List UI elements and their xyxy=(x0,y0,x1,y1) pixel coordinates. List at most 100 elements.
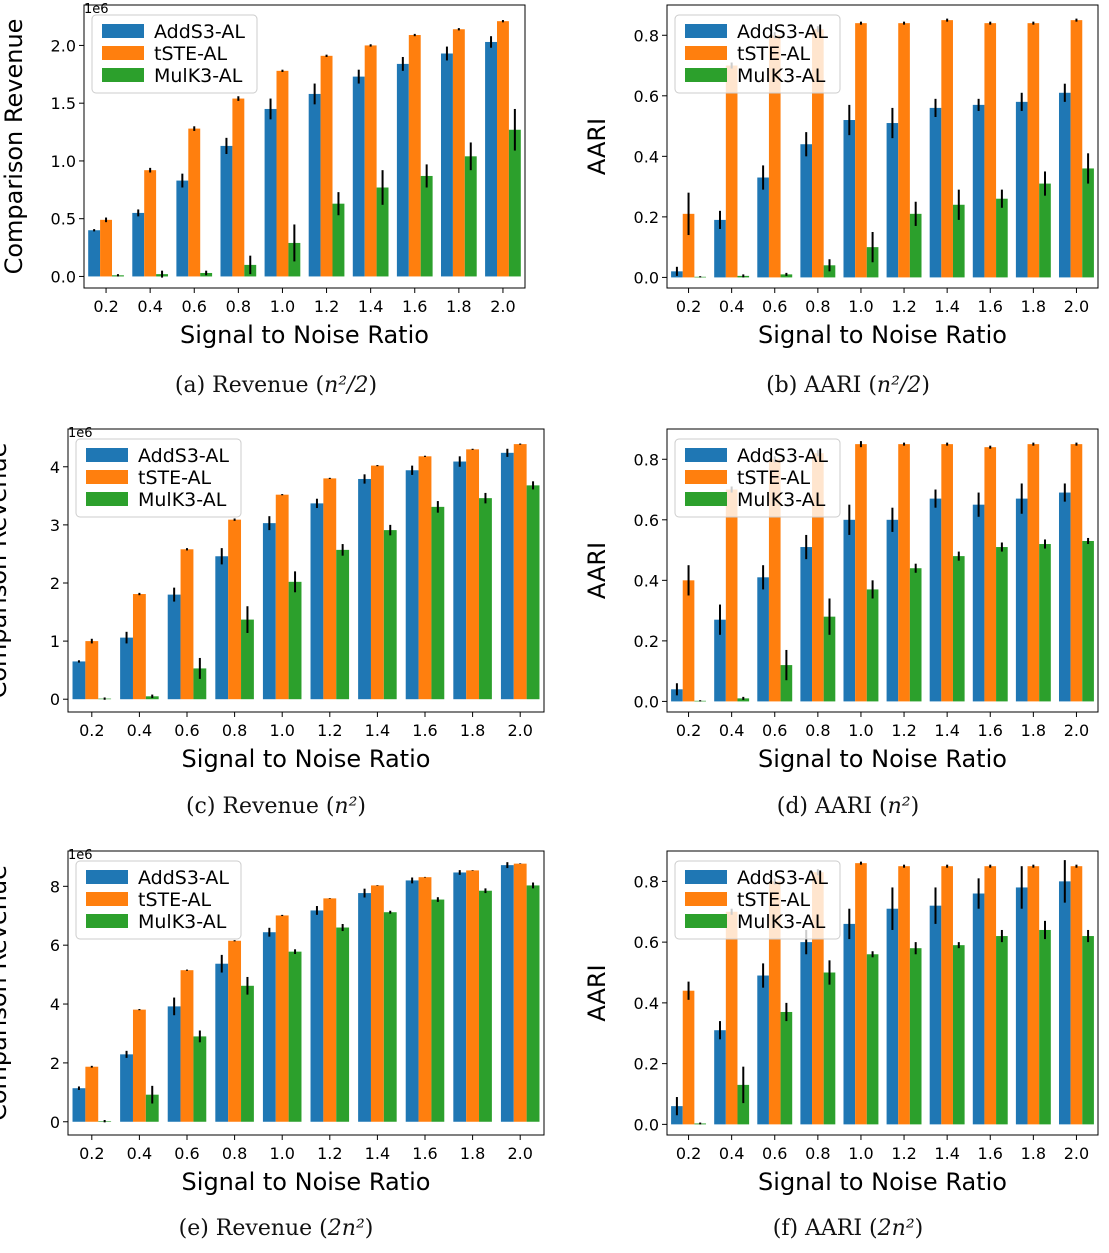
bar xyxy=(855,23,867,278)
bar xyxy=(418,456,432,700)
bar xyxy=(336,927,350,1122)
plot-frame xyxy=(666,428,1099,713)
x-tick-label: 1.0 xyxy=(848,1144,873,1163)
y-axis-label: AARI xyxy=(583,118,611,175)
legend-swatch xyxy=(685,46,727,60)
bar xyxy=(757,577,769,702)
x-tick-label: 1.2 xyxy=(891,297,916,316)
bar xyxy=(866,954,879,1125)
bar xyxy=(132,594,146,700)
y-axis-label: Comparison Revenue xyxy=(0,443,12,699)
bar xyxy=(800,942,813,1125)
x-tick-label: 1.2 xyxy=(317,721,342,740)
bar xyxy=(513,444,527,700)
x-axis-label: Signal to Noise Ratio xyxy=(180,321,429,349)
y-tick-label: 1.5 xyxy=(51,94,76,113)
x-tick-label: 1.6 xyxy=(978,721,1003,740)
bar xyxy=(167,594,181,700)
x-tick-label: 1.6 xyxy=(402,297,427,316)
y-tick-label: 0.8 xyxy=(634,450,659,469)
bar xyxy=(929,107,942,278)
caption-prefix: (e) Revenue ( xyxy=(179,1216,328,1241)
legend-label: AddS3-AL xyxy=(737,867,828,889)
legend-label: AddS3-AL xyxy=(138,445,229,467)
x-tick-label: 0.4 xyxy=(127,721,152,740)
x-tick-label: 2.0 xyxy=(1064,297,1089,316)
bar xyxy=(898,444,910,702)
bar xyxy=(1039,929,1051,1125)
bar xyxy=(167,1006,181,1122)
bar xyxy=(132,1009,146,1122)
x-axis-label: Signal to Noise Ratio xyxy=(758,745,1007,773)
bar xyxy=(408,35,421,277)
bar xyxy=(383,530,397,700)
bar xyxy=(972,504,985,702)
bar xyxy=(737,1084,750,1125)
y-tick-label: 1 xyxy=(50,632,60,651)
bar xyxy=(364,45,377,277)
bar xyxy=(358,478,371,700)
bar xyxy=(308,93,321,277)
y-tick-label: 0.0 xyxy=(51,267,76,286)
x-tick-label: 1.0 xyxy=(269,1144,294,1163)
bar xyxy=(405,470,419,700)
caption-suffix: ) xyxy=(911,794,920,819)
bar xyxy=(376,187,389,277)
legend-swatch xyxy=(685,470,727,484)
bar xyxy=(886,519,899,702)
bar xyxy=(909,568,922,702)
x-tick-label: 1.0 xyxy=(848,297,873,316)
x-tick-label: 0.8 xyxy=(805,721,830,740)
bar xyxy=(180,970,194,1122)
bar xyxy=(452,29,465,277)
chart-panel-a: 0.0 0.5 1.0 1.5 2.0 0.2 0.4 0.6 0.8 1.0 1.2 1.4 1.6 1… xyxy=(0,2,526,398)
bar xyxy=(508,129,521,277)
caption-math: n²/2 xyxy=(877,373,921,398)
x-tick-label: 1.4 xyxy=(934,297,959,316)
bar xyxy=(132,212,145,277)
bar xyxy=(1058,881,1071,1125)
legend-swatch xyxy=(102,68,144,82)
x-tick-label: 1.2 xyxy=(314,297,339,316)
x-tick-label: 0.4 xyxy=(719,297,744,316)
x-tick-label: 1.4 xyxy=(934,1144,959,1163)
x-tick-label: 1.6 xyxy=(412,721,437,740)
bar xyxy=(120,1054,133,1122)
bar xyxy=(984,447,997,702)
legend-label: tSTE-AL xyxy=(737,43,811,65)
x-tick-label: 1.6 xyxy=(978,1144,1003,1163)
x-tick-label: 1.8 xyxy=(1021,721,1046,740)
bar xyxy=(780,274,793,278)
legend-label: MulK3-AL xyxy=(138,489,227,511)
legend-label: tSTE-AL xyxy=(737,467,811,489)
bar xyxy=(823,616,836,702)
bar xyxy=(464,156,477,277)
bar xyxy=(320,55,333,277)
x-tick-label: 0.6 xyxy=(182,297,207,316)
y-tick-label: 0.6 xyxy=(634,87,659,106)
bar xyxy=(358,893,371,1122)
axis-scale-label: 1e6 xyxy=(84,2,109,17)
y-tick-label: 3 xyxy=(50,516,60,535)
bar xyxy=(812,872,824,1125)
bar xyxy=(800,144,813,278)
legend-label: AddS3-AL xyxy=(138,867,229,889)
series-tste-al xyxy=(682,441,1083,702)
chart-panel-b: 0.0 0.2 0.4 0.6 0.8 0.2 0.4 0.6 0.8 1.0 1.2 1.4 1.6 1… xyxy=(583,4,1099,398)
bar xyxy=(866,589,879,702)
bar xyxy=(941,20,953,278)
y-tick-label: 0.0 xyxy=(634,268,659,287)
series-tste-al xyxy=(85,443,527,700)
caption-math: n²/2 xyxy=(324,373,368,398)
legend-label: tSTE-AL xyxy=(138,467,212,489)
legend-label: MulK3-AL xyxy=(737,911,826,933)
bar xyxy=(780,1011,793,1125)
bar xyxy=(855,863,867,1125)
series-tste-al xyxy=(682,861,1083,1125)
series-tste-al xyxy=(682,18,1083,278)
caption-prefix: (f) AARI ( xyxy=(773,1216,878,1241)
bar xyxy=(909,213,922,278)
